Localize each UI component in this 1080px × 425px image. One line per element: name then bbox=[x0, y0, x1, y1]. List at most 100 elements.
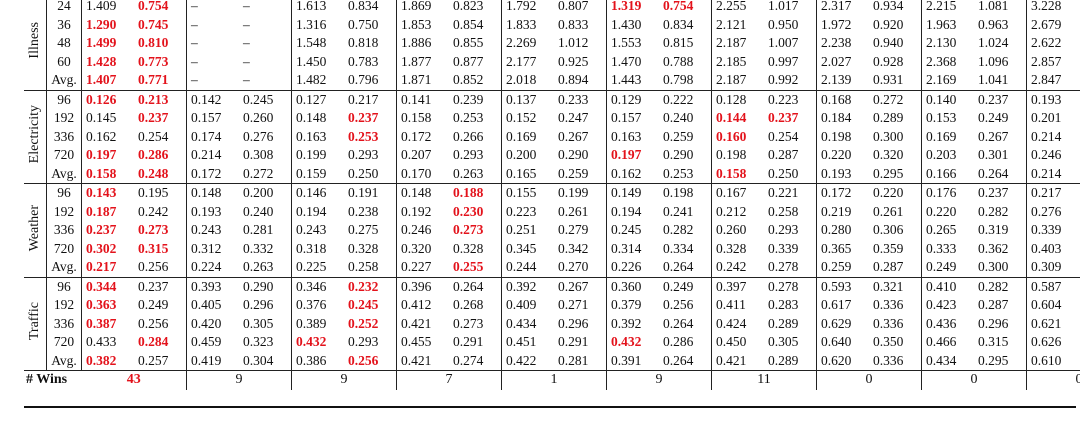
horizon: 720 bbox=[46, 239, 82, 258]
value-cell: 0.276 bbox=[239, 127, 292, 146]
value-cell: 0.249 bbox=[926, 259, 957, 275]
wins-value: 11 bbox=[711, 370, 817, 390]
table-row: Avg. 1.407 0.771– –1.482 0.796 1.871 0.852 2.01… bbox=[24, 71, 1080, 90]
value-cell: 0.214 bbox=[1031, 165, 1062, 181]
value-cell: 0.397 bbox=[711, 276, 764, 296]
value-cell: 0.239 bbox=[449, 89, 502, 109]
value-cell: 0.158 bbox=[716, 165, 747, 181]
table-row: Illness 24 1.409 0.754– –1.613 0.834 1.869 0.82… bbox=[24, 0, 1080, 90]
value-cell: 1.877 bbox=[401, 53, 432, 69]
value-cell: 1.017 bbox=[764, 0, 817, 16]
value-cell: 0.267 bbox=[554, 127, 607, 146]
value-cell: 0.198 bbox=[659, 183, 712, 203]
value-cell: 0.296 bbox=[554, 314, 607, 333]
table-row: 336 0.387 0.256 0.420 0.305 0.389 0.252 0.421 0.… bbox=[24, 314, 1080, 333]
value-cell: 0.293 bbox=[449, 146, 502, 165]
value-cell: 2.269 bbox=[506, 35, 537, 51]
value-cell: 0.233 bbox=[554, 89, 607, 109]
value-cell: 0.241 bbox=[659, 202, 712, 221]
value-cell: 0.129 bbox=[606, 89, 659, 109]
value-cell: 0.246 bbox=[401, 222, 432, 238]
horizon: 96 bbox=[46, 183, 82, 203]
value-cell: 0.162 bbox=[86, 128, 117, 144]
value-cell: 0.403 bbox=[1031, 240, 1062, 256]
value-cell: 0.455 bbox=[401, 334, 432, 350]
value-cell: 0.140 bbox=[921, 89, 974, 109]
value-cell: 0.434 bbox=[926, 352, 957, 368]
value-cell: 0.137 bbox=[501, 89, 554, 109]
value-cell: 0.278 bbox=[764, 276, 817, 296]
value-cell: 0.220 bbox=[926, 203, 957, 219]
value-cell: 0.360 bbox=[606, 276, 659, 296]
value-cell: 0.224 bbox=[191, 259, 222, 275]
value-cell: 0.259 bbox=[659, 127, 712, 146]
table-row: 192 0.187 0.242 0.193 0.240 0.194 0.238 0.192 0.… bbox=[24, 202, 1080, 221]
horizon: 48 bbox=[46, 34, 82, 53]
value-cell: 0.253 bbox=[659, 164, 712, 184]
value-cell: 0.773 bbox=[134, 52, 187, 71]
horizon: Avg. bbox=[46, 351, 82, 371]
value-cell: 1.443 bbox=[611, 72, 642, 88]
value-cell: 0.219 bbox=[821, 203, 852, 219]
value-cell: 0.319 bbox=[974, 221, 1027, 240]
value-cell: 0.247 bbox=[554, 109, 607, 128]
value-cell: 0.291 bbox=[554, 333, 607, 352]
value-cell: 0.217 bbox=[1026, 183, 1079, 203]
value-cell: 0.433 bbox=[86, 334, 117, 350]
horizon: Avg. bbox=[46, 71, 82, 90]
value-cell: 1.407 bbox=[86, 72, 117, 88]
value-cell: 0.293 bbox=[344, 146, 397, 165]
value-cell: 0.834 bbox=[344, 0, 397, 16]
value-cell: 0.213 bbox=[134, 89, 187, 109]
value-cell: 0.217 bbox=[86, 259, 117, 275]
value-cell: 0.754 bbox=[134, 0, 187, 16]
value-cell: 0.170 bbox=[401, 165, 432, 181]
value-cell: 0.157 bbox=[611, 110, 642, 126]
value-cell: 0.155 bbox=[501, 183, 554, 203]
value-cell: 0.920 bbox=[869, 15, 922, 34]
value-cell: 0.391 bbox=[611, 352, 642, 368]
value-cell: 0.342 bbox=[554, 239, 607, 258]
value-cell: 0.287 bbox=[764, 146, 817, 165]
group-label: Traffic bbox=[27, 302, 42, 341]
value-cell: 0.931 bbox=[869, 71, 922, 90]
value-cell: 0.192 bbox=[401, 203, 432, 219]
value-cell: 0.142 bbox=[186, 89, 239, 109]
value-cell: 0.237 bbox=[86, 222, 117, 238]
value-cell: 0.249 bbox=[974, 109, 1027, 128]
value-cell: 0.289 bbox=[764, 314, 817, 333]
value-cell: – bbox=[239, 34, 292, 53]
value-cell: – bbox=[186, 0, 239, 16]
value-cell: 0.242 bbox=[134, 202, 187, 221]
value-cell: 0.245 bbox=[239, 89, 292, 109]
value-cell: 2.169 bbox=[926, 72, 957, 88]
value-cell: 0.199 bbox=[296, 147, 327, 163]
value-cell: 0.250 bbox=[344, 164, 397, 184]
value-cell: 0.244 bbox=[506, 259, 537, 275]
value-cell: 0.852 bbox=[449, 71, 502, 90]
value-cell: 0.963 bbox=[974, 15, 1027, 34]
value-cell: 0.163 bbox=[611, 128, 642, 144]
value-cell: 0.834 bbox=[659, 15, 712, 34]
value-cell: 0.300 bbox=[974, 258, 1027, 277]
value-cell: 0.640 bbox=[821, 334, 852, 350]
value-cell: 0.301 bbox=[974, 146, 1027, 165]
group-cell: Illness bbox=[24, 0, 47, 90]
value-cell: 0.620 bbox=[821, 352, 852, 368]
value-cell: 0.745 bbox=[134, 15, 187, 34]
value-cell: 0.267 bbox=[974, 127, 1027, 146]
value-cell: 0.293 bbox=[764, 221, 817, 240]
wins-value: 7 bbox=[396, 370, 502, 390]
value-cell: 0.157 bbox=[191, 110, 222, 126]
value-cell: 0.315 bbox=[134, 239, 187, 258]
value-cell: 0.300 bbox=[869, 127, 922, 146]
value-cell: 0.409 bbox=[506, 297, 537, 313]
value-cell: 0.252 bbox=[344, 314, 397, 333]
value-cell: 0.286 bbox=[659, 333, 712, 352]
value-cell: 0.203 bbox=[926, 147, 957, 163]
value-cell: 1.869 bbox=[396, 0, 449, 16]
value-cell: 1.499 bbox=[86, 35, 117, 51]
value-cell: 2.847 bbox=[1031, 72, 1062, 88]
value-cell: 0.248 bbox=[134, 164, 187, 184]
value-cell: 0.278 bbox=[764, 258, 817, 277]
